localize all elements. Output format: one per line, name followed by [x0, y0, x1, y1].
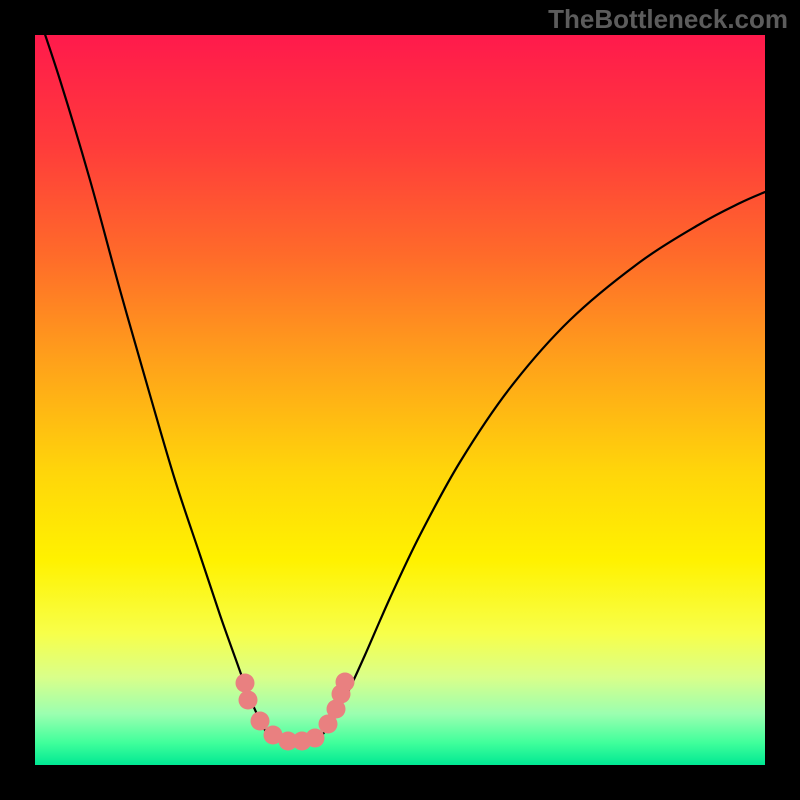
data-dot — [336, 673, 355, 692]
plot-area — [35, 35, 765, 765]
data-dot — [306, 729, 325, 748]
data-dot — [239, 691, 258, 710]
chart-canvas: TheBottleneck.com — [0, 0, 800, 800]
curve-overlay — [35, 35, 765, 765]
data-dot — [251, 712, 270, 731]
bottleneck-curve — [35, 5, 765, 742]
data-dot — [236, 674, 255, 693]
data-dots — [236, 673, 355, 751]
watermark-label: TheBottleneck.com — [548, 4, 788, 35]
